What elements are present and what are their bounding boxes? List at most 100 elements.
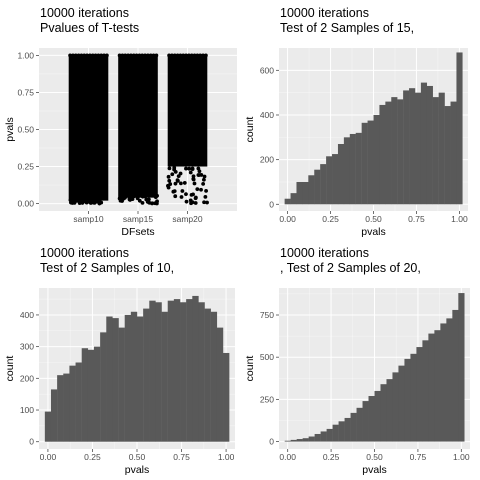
data-point (172, 165, 177, 170)
histogram-bar (416, 347, 423, 442)
histogram-bar (124, 314, 132, 442)
histogram-bar (337, 144, 345, 205)
histogram-bar (320, 164, 327, 205)
data-point (170, 172, 175, 177)
y-tick-label: 0.75 (17, 87, 34, 97)
histogram-bar (155, 302, 162, 442)
histogram-bar (326, 156, 333, 205)
data-point (117, 53, 122, 58)
histogram-bar (374, 390, 381, 442)
histogram-bar (75, 362, 82, 442)
histogram-bar (355, 132, 362, 205)
histogram-bar (361, 122, 368, 205)
y-tick-label: 750 (260, 310, 274, 320)
histogram-bar (161, 311, 168, 442)
data-point (203, 194, 208, 199)
histogram-bar (57, 375, 64, 442)
x-tick-label: samp10 (73, 214, 104, 224)
y-tick-label: 200 (260, 155, 274, 165)
data-point (193, 201, 198, 205)
histogram-bar (210, 311, 218, 442)
histogram-bar (320, 431, 327, 442)
data-point (140, 200, 145, 205)
histogram-bar (308, 175, 315, 205)
histogram-bar (302, 438, 309, 442)
y-tick-label: 0 (269, 437, 274, 447)
data-point (129, 53, 133, 58)
histogram-bar (216, 327, 224, 442)
histogram-bar (100, 332, 107, 442)
histogram-bar (391, 97, 398, 205)
data-point (203, 53, 208, 58)
y-axis-label: count (244, 117, 256, 143)
chart-title-line2: , Test of 2 Samples of 20, (280, 261, 421, 275)
data-point (193, 196, 198, 201)
data-point (199, 187, 203, 192)
histogram-bar (420, 82, 428, 205)
histogram-bar (373, 114, 380, 205)
chart-panel-2: 10000 iterations Test of 2 Samples of 15… (244, 6, 468, 238)
histogram-bar (284, 440, 291, 442)
data-point (167, 178, 172, 183)
histogram-bar (284, 198, 291, 205)
x-tick-label: 0.00 (279, 452, 296, 462)
data-point (197, 173, 202, 177)
y-tick-label: 1.00 (17, 50, 34, 60)
data-point (90, 53, 95, 58)
data-point (132, 194, 136, 199)
data-point (131, 53, 136, 58)
histogram-bar (404, 358, 411, 442)
histogram-bar (204, 308, 211, 442)
data-point (195, 53, 200, 58)
data-point (150, 193, 154, 198)
histogram-bar (456, 52, 463, 205)
data-point (88, 53, 92, 58)
data-point (167, 53, 172, 58)
histogram-bar (422, 340, 429, 442)
data-point (173, 181, 178, 186)
data-point (184, 53, 188, 58)
x-axis-label: pvals (362, 464, 387, 476)
data-point (127, 197, 132, 202)
histogram-bar (87, 349, 95, 442)
y-tick-label: 0 (269, 199, 274, 209)
y-axis-label: pvals (4, 117, 16, 142)
data-point (99, 53, 104, 58)
data-point (178, 53, 183, 58)
data-point (180, 189, 185, 193)
y-axis-label: count (244, 356, 256, 382)
data-point (202, 174, 207, 179)
data-point (166, 174, 171, 179)
data-point (69, 198, 74, 203)
data-point (104, 53, 109, 58)
x-axis-label: DFsets (121, 226, 154, 238)
data-point (147, 200, 152, 205)
y-tick-label: 400 (20, 310, 34, 320)
data-point (82, 53, 87, 58)
data-point (85, 53, 89, 58)
data-point (188, 198, 193, 203)
x-tick-label: 0.50 (129, 452, 146, 462)
data-point (70, 201, 75, 205)
data-point (71, 53, 75, 58)
x-tick-label: 0.25 (322, 214, 339, 224)
data-point (135, 196, 140, 201)
data-point (120, 199, 124, 203)
histogram-bar (314, 169, 321, 205)
histogram-bar (350, 412, 357, 442)
data-point (196, 166, 201, 171)
data-point (205, 200, 209, 205)
chart-title-line1: 10000 iterations (280, 246, 369, 260)
data-point (175, 53, 180, 58)
chart-panel-1: 10000 iterations Pvalues of T-tests 0.00 0… (4, 6, 237, 238)
data-marks (68, 53, 209, 206)
y-tick-label: 250 (260, 394, 274, 404)
data-point (173, 194, 178, 199)
histogram-bar (137, 316, 144, 442)
histogram-bar (379, 104, 386, 205)
data-point (201, 177, 206, 182)
histogram-bar (452, 309, 459, 442)
data-point (192, 181, 197, 186)
histogram-bar (81, 348, 89, 442)
data-point (192, 53, 197, 58)
